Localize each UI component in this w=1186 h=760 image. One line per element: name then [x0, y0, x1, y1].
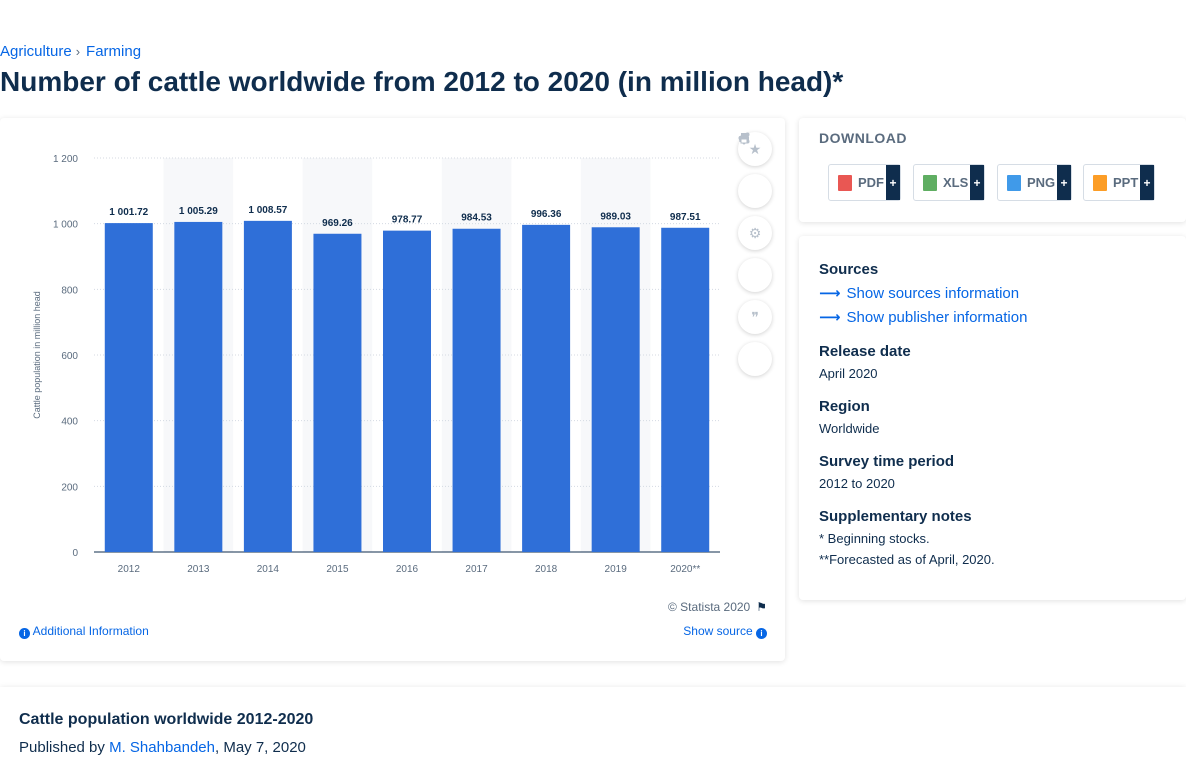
y-tick-label: 1 000	[53, 220, 78, 231]
supplementary-notes-heading: Supplementary notes	[819, 508, 972, 525]
copyright-text: © Statista 2020	[668, 600, 751, 614]
bar[interactable]	[661, 227, 710, 552]
release-date-heading: Release date	[819, 343, 911, 360]
published-prefix: Published by	[19, 739, 105, 756]
bar[interactable]	[104, 223, 153, 552]
x-tick-label: 2017	[465, 564, 488, 575]
notification-bell-icon[interactable]	[738, 133, 772, 208]
xls-label: XLS	[943, 175, 969, 190]
png-plus-icon: +	[1057, 165, 1071, 200]
download-panel: DOWNLOAD PDF + XLS + PNG + PPT +	[799, 118, 1186, 222]
print-icon[interactable]	[738, 133, 772, 376]
download-title: DOWNLOAD	[819, 130, 907, 146]
release-date-value: April 2020	[819, 366, 878, 381]
x-tick-label: 2019	[605, 564, 628, 575]
info-icon: i	[756, 628, 767, 639]
author-link[interactable]: M. Shahbandeh	[109, 739, 215, 756]
note-forecast: **Forecasted as of April, 2020.	[819, 552, 995, 567]
bar[interactable]	[452, 228, 501, 553]
download-png-button[interactable]: PNG +	[997, 164, 1072, 201]
data-label: 969.26	[322, 218, 353, 229]
page-title: Number of cattle worldwide from 2012 to …	[0, 66, 844, 97]
show-source-label: Show source	[683, 624, 753, 638]
ppt-file-icon	[1093, 174, 1107, 191]
show-publisher-link[interactable]: ⟶ Show publisher information	[819, 308, 1027, 326]
y-tick-label: 800	[61, 285, 78, 296]
breadcrumb-separator: ›	[75, 44, 81, 59]
y-tick-label: 600	[61, 351, 78, 362]
data-label: 996.36	[531, 209, 562, 220]
additional-info-link[interactable]: i Additional Information	[19, 624, 149, 639]
show-publisher-label: Show publisher information	[846, 309, 1028, 326]
y-tick-label: 400	[61, 417, 78, 428]
info-icon: i	[19, 628, 30, 639]
pdf-label: PDF	[858, 175, 884, 190]
x-tick-label: 2016	[396, 564, 419, 575]
chart-toolbar: ★ ⚙ ❞	[738, 132, 772, 384]
show-source-link[interactable]: Show source i	[683, 624, 767, 639]
x-tick-label: 2014	[257, 564, 280, 575]
settings-gear-icon[interactable]: ⚙	[738, 216, 772, 250]
region-value: Worldwide	[819, 421, 880, 436]
y-tick-label: 1 200	[53, 154, 78, 165]
published-date: , May 7, 2020	[215, 739, 306, 756]
breadcrumb-agriculture[interactable]: Agriculture	[0, 43, 72, 60]
survey-period-heading: Survey time period	[819, 453, 955, 470]
statistic-details-panel: Sources ⟶ Show sources information ⟶ Show …	[799, 236, 1186, 600]
pdf-file-icon	[838, 174, 852, 191]
data-label: 984.53	[461, 213, 492, 224]
quote-icon[interactable]: ❞	[738, 300, 772, 334]
data-label: 987.51	[670, 212, 701, 223]
download-pdf-button[interactable]: PDF +	[828, 164, 901, 201]
report-flag-icon[interactable]: ⚑	[756, 600, 767, 614]
share-icon[interactable]	[738, 132, 772, 292]
note-beginning-stocks: * Beginning stocks.	[819, 531, 930, 546]
breadcrumb: Agriculture › Farming	[0, 43, 141, 60]
survey-period-value: 2012 to 2020	[819, 476, 895, 491]
bar[interactable]	[313, 233, 362, 552]
additional-info-label: Additional Information	[32, 624, 149, 638]
y-tick-label: 200	[61, 482, 78, 493]
chart-card: 0 200 400 600 800 1 000 1 200 1 001.72 2012 1 005…	[0, 118, 785, 661]
statistic-title: Cattle population worldwide 2012-2020	[19, 711, 314, 728]
breadcrumb-farming[interactable]: Farming	[86, 43, 142, 60]
ppt-label: PPT	[1113, 175, 1139, 190]
data-label: 978.77	[392, 215, 423, 226]
bar[interactable]	[591, 227, 640, 552]
x-tick-label: 2013	[187, 564, 210, 575]
bar-chart: 0 200 400 600 800 1 000 1 200 1 001.72 2012 1 005…	[32, 154, 720, 575]
x-tick-label: 2015	[326, 564, 349, 575]
published-line: Published by M. Shahbandeh, May 7, 2020	[19, 739, 306, 756]
sources-heading: Sources	[819, 261, 879, 278]
statistic-summary-card: Cattle population worldwide 2012-2020 Pu…	[0, 687, 1186, 760]
data-label: 1 005.29	[179, 206, 218, 217]
bar[interactable]	[383, 230, 431, 552]
show-sources-link[interactable]: ⟶ Show sources information	[819, 284, 1019, 302]
x-tick-label: 2018	[535, 564, 558, 575]
png-file-icon	[1007, 174, 1021, 191]
pdf-plus-icon: +	[886, 165, 900, 200]
bar[interactable]	[522, 224, 571, 552]
xls-plus-icon: +	[970, 165, 984, 200]
y-tick-label: 0	[72, 548, 78, 559]
bar[interactable]	[243, 220, 292, 552]
png-label: PNG	[1027, 175, 1056, 190]
arrow-right-icon: ⟶	[819, 309, 841, 326]
region-heading: Region	[819, 398, 870, 415]
show-sources-label: Show sources information	[846, 285, 1020, 302]
arrow-right-icon: ⟶	[819, 285, 841, 302]
x-tick-label: 2012	[118, 564, 141, 575]
data-label: 1 008.57	[248, 205, 287, 216]
data-label: 989.03	[600, 211, 631, 222]
y-axis-label: Cattle population in million head	[32, 291, 42, 419]
download-ppt-button[interactable]: PPT +	[1083, 164, 1155, 201]
bar[interactable]	[174, 221, 223, 552]
copyright-notice: © Statista 2020 ⚑	[668, 600, 767, 614]
ppt-plus-icon: +	[1140, 165, 1154, 200]
data-label: 1 001.72	[109, 207, 148, 218]
download-xls-button[interactable]: XLS +	[913, 164, 985, 201]
xls-file-icon	[923, 174, 937, 191]
x-tick-label: 2020**	[670, 564, 700, 575]
